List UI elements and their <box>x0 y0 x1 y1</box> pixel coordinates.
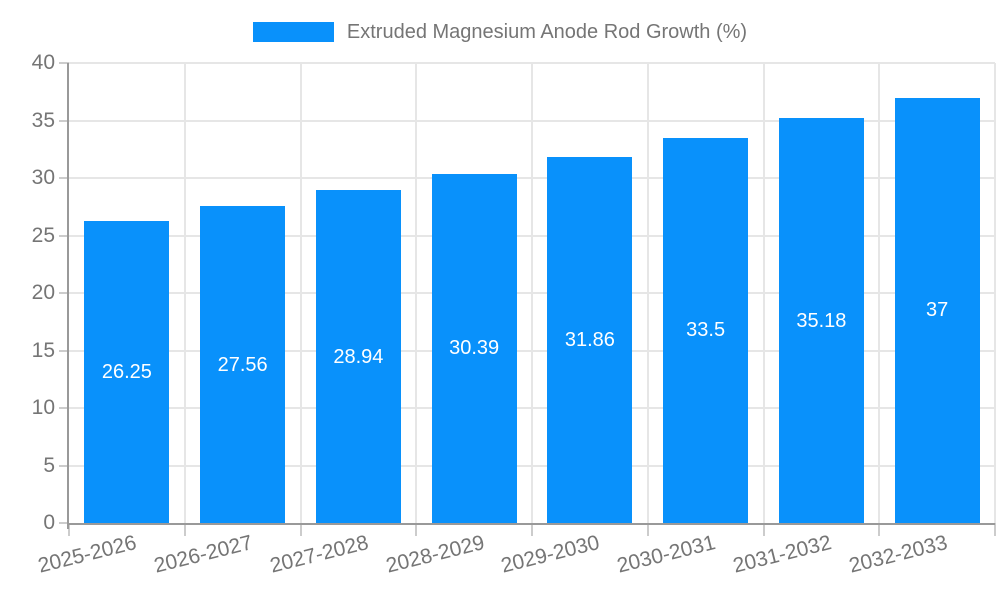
x-axis-category-label: 2032-2033 <box>846 531 950 578</box>
bar: 27.56 <box>200 206 286 523</box>
bar: 28.94 <box>315 190 401 523</box>
x-axis-tick <box>531 523 533 536</box>
x-axis-category-label: 2030-2031 <box>614 531 718 578</box>
bar-value-label: 26.25 <box>101 361 152 384</box>
y-axis-tick-label: 35 <box>31 108 55 132</box>
y-axis-tick <box>59 464 69 467</box>
bar: 30.39 <box>431 173 517 523</box>
x-axis-tick <box>68 523 70 536</box>
x-axis-category-label: 2025-2026 <box>36 531 140 578</box>
bar: 26.25 <box>84 221 170 523</box>
y-axis-tick-label: 15 <box>31 338 55 362</box>
y-axis-line <box>67 63 69 529</box>
y-axis-tick-label: 20 <box>31 281 55 304</box>
y-axis-tick-label: 0 <box>43 511 55 534</box>
bar-value-label: 28.94 <box>333 345 384 368</box>
bar-value-label: 30.39 <box>449 337 500 360</box>
x-axis-tick <box>878 523 881 536</box>
bar: 35.18 <box>778 118 864 523</box>
bar-value-label: 33.5 <box>686 319 726 342</box>
x-axis-category-label: 2028-2029 <box>383 531 487 578</box>
gridline-vertical <box>994 63 996 523</box>
y-axis-tick <box>59 62 69 64</box>
gridline-vertical <box>646 63 649 523</box>
legend-label: Extruded Magnesium Anode Rod Growth (%) <box>346 20 748 43</box>
y-axis-tick-label: 30 <box>31 166 55 189</box>
y-axis-tick <box>59 407 69 409</box>
x-axis-tick <box>415 523 418 536</box>
bar-value-label: 27.56 <box>217 353 268 376</box>
x-axis-tick <box>299 523 302 536</box>
y-axis-tick <box>59 177 69 179</box>
x-axis-category-label: 2027-2028 <box>267 531 371 578</box>
x-axis-category-label: 2031-2032 <box>730 531 834 578</box>
x-axis-tick <box>762 523 765 536</box>
y-axis-tick <box>59 119 69 122</box>
x-axis-category-label: 2029-2030 <box>499 531 603 578</box>
y-axis-tick-label: 5 <box>43 453 55 477</box>
x-axis-line <box>67 523 995 525</box>
x-axis-category-label: 2026-2027 <box>151 531 255 578</box>
y-axis-tick <box>59 349 69 352</box>
gridline-vertical <box>415 63 418 523</box>
gridline-vertical <box>878 63 881 523</box>
gridline-vertical <box>183 63 186 523</box>
x-axis-tick <box>183 523 186 536</box>
bar-value-label: 31.86 <box>564 328 615 351</box>
bar: 37 <box>894 97 980 523</box>
gridline-vertical <box>531 63 533 523</box>
y-axis-tick <box>59 522 69 524</box>
bar: 31.86 <box>547 156 633 523</box>
gridline-vertical <box>299 63 302 523</box>
y-axis-tick <box>59 234 69 237</box>
legend-swatch-icon <box>252 22 334 42</box>
x-axis-tick <box>646 523 649 536</box>
y-axis-tick <box>59 292 69 294</box>
y-axis-tick-label: 25 <box>31 223 55 247</box>
gridline-vertical <box>762 63 765 523</box>
y-axis-tick-label: 40 <box>31 51 55 74</box>
legend[interactable]: Extruded Magnesium Anode Rod Growth (%) <box>0 20 1000 44</box>
y-axis-tick-label: 10 <box>31 396 55 419</box>
bar-value-label: 35.18 <box>796 309 847 332</box>
bar-value-label: 37 <box>926 299 949 322</box>
bar: 33.5 <box>663 137 749 523</box>
x-axis-tick <box>994 523 996 536</box>
